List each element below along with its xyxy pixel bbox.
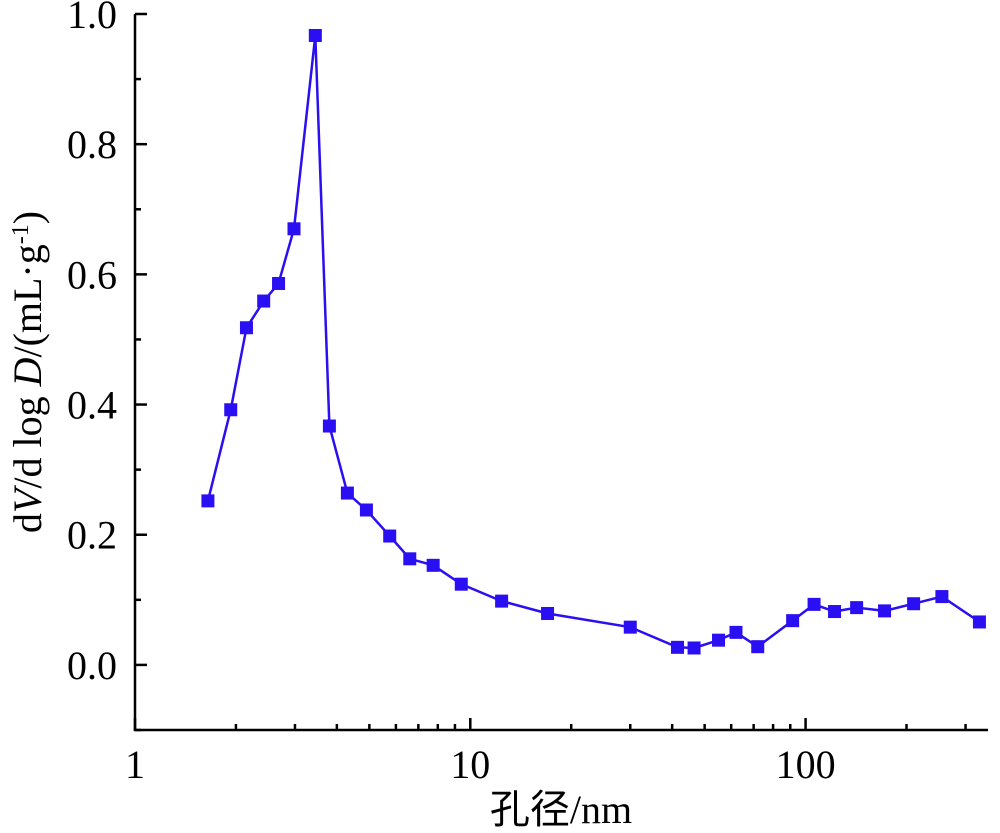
y-axis-title-exponent: -1	[8, 224, 34, 244]
x-tick-label: 1	[125, 742, 145, 787]
data-point	[786, 614, 800, 628]
y-axis-title-unit: /(mL·g	[5, 244, 50, 357]
data-point	[907, 597, 921, 611]
data-point	[807, 597, 821, 611]
data-point	[935, 590, 949, 604]
y-axis-title-var2: D	[5, 357, 50, 387]
x-ticks: 1 10 100	[125, 718, 967, 787]
data-point	[712, 633, 726, 647]
data-point	[623, 620, 637, 634]
y-tick-label: 0.2	[67, 513, 117, 558]
data-point	[878, 604, 892, 618]
y-axis-title-prefix: d	[5, 513, 50, 533]
y-axis-title-mid: /d log	[5, 386, 50, 488]
data-point	[308, 28, 322, 42]
data-point	[383, 529, 397, 543]
data-point	[287, 222, 301, 236]
y-tick-label: 0.4	[67, 383, 117, 428]
x-axis-title: 孔径/nm	[490, 787, 632, 832]
axes	[133, 14, 988, 732]
data-point	[340, 486, 354, 500]
series-layer	[201, 28, 986, 655]
data-point	[972, 615, 986, 629]
x-tick-label: 100	[776, 742, 836, 787]
data-point	[322, 419, 336, 433]
data-point	[359, 503, 373, 517]
data-point	[495, 594, 509, 608]
data-point	[729, 625, 743, 639]
data-point	[239, 321, 253, 335]
y-tick-label: 0.8	[67, 122, 117, 167]
x-tick-label: 10	[450, 742, 490, 787]
data-point	[426, 558, 440, 572]
y-axis-title: dV/d log D/(mL·g-1)	[5, 211, 50, 533]
data-point	[272, 276, 286, 290]
data-point	[850, 601, 864, 615]
y-axis-title-var1: V	[5, 484, 50, 513]
data-point	[687, 641, 701, 655]
data-point	[257, 294, 271, 308]
data-point	[224, 403, 238, 417]
y-axis-title-unit-close: )	[5, 211, 50, 224]
data-point	[454, 577, 468, 591]
y-tick-label: 1.0	[67, 0, 117, 37]
y-ticks: 0.0 0.2 0.4 0.6 0.8 1.0	[67, 0, 147, 732]
data-point	[403, 552, 417, 566]
y-tick-label: 0.0	[67, 643, 117, 688]
data-point	[671, 640, 685, 654]
data-point	[751, 640, 765, 654]
y-tick-label: 0.6	[67, 252, 117, 297]
data-point	[828, 605, 842, 619]
series-line	[206, 35, 981, 650]
data-point	[541, 606, 555, 620]
data-point	[201, 494, 215, 508]
